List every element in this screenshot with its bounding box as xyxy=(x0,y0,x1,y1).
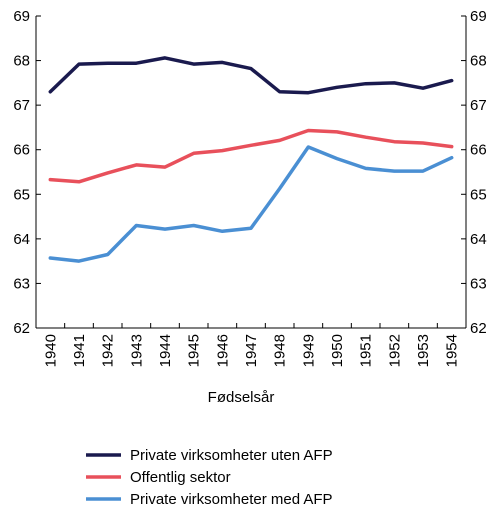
y-tick-label-left: 66 xyxy=(13,142,30,159)
x-tick-label: 1947 xyxy=(243,334,260,367)
y-tick-label-right: 62 xyxy=(470,320,487,337)
y-tick-label-left: 63 xyxy=(13,275,30,292)
y-tick-label-left: 62 xyxy=(13,320,30,337)
y-tick-label-right: 66 xyxy=(470,142,487,159)
x-tick-label: 1948 xyxy=(272,334,289,367)
x-tick-label: 1949 xyxy=(300,334,317,367)
x-tick-label: 1941 xyxy=(71,334,88,367)
series-lines xyxy=(48,56,454,263)
y-tick-label-left: 67 xyxy=(13,97,30,114)
series-line xyxy=(48,145,454,263)
y-tick-label-left: 64 xyxy=(13,231,30,248)
y-tick-label-right: 67 xyxy=(470,97,487,114)
y-tick-label-right: 64 xyxy=(470,231,487,248)
y-tick-label-right: 63 xyxy=(470,275,487,292)
x-tick-label: 1942 xyxy=(100,334,117,367)
legend-label: Private virksomheter uten AFP xyxy=(130,447,333,464)
y-tick-label-left: 65 xyxy=(13,186,30,203)
legend-label: Private virksomheter med AFP xyxy=(130,491,333,508)
series-line xyxy=(48,56,454,95)
x-tick-label: 1953 xyxy=(415,334,432,367)
y-tick-label-left: 68 xyxy=(13,53,30,70)
y-tick-label-left: 69 xyxy=(13,8,30,25)
y-tick-label-right: 68 xyxy=(470,53,487,70)
series-line xyxy=(48,128,454,184)
x-tick-label: 1940 xyxy=(42,334,59,367)
x-tick-label: 1952 xyxy=(386,334,403,367)
x-axis: 1940 1941 1942 1943 1944 1945 1946 1947 1948 1949… xyxy=(35,323,467,367)
x-tick-label: 1954 xyxy=(444,334,461,367)
chart-axes xyxy=(35,16,467,329)
x-tick-label: 1950 xyxy=(329,334,346,367)
x-tick-label: 1944 xyxy=(157,334,174,367)
y-tick-label-right: 69 xyxy=(470,8,487,25)
x-tick-label: 1943 xyxy=(128,334,145,367)
legend: Private virksomheter uten AFP Offentlig s… xyxy=(86,447,333,508)
x-tick-label: 1951 xyxy=(358,334,375,367)
legend-label: Offentlig sektor xyxy=(130,469,231,486)
x-tick-label: 1945 xyxy=(186,334,203,367)
y-axis-right: 62 63 64 65 66 67 68 69 xyxy=(461,8,487,337)
x-tick-label: 1946 xyxy=(214,334,231,367)
x-axis-label: Fødselsår xyxy=(208,389,275,406)
y-tick-label-right: 65 xyxy=(470,186,487,203)
y-axis-left: 62 63 64 65 66 67 68 69 xyxy=(13,8,41,337)
